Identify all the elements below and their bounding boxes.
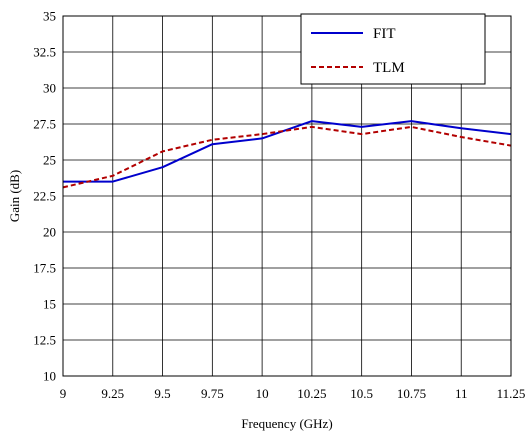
x-tick-label: 10.75 [397, 386, 426, 401]
legend-box [300, 13, 486, 85]
y-tick-label: 30 [43, 81, 56, 96]
y-tick-label: 20 [43, 225, 56, 240]
plot-frame [62, 15, 512, 377]
x-tick-label: 11.25 [497, 386, 526, 401]
y-tick-label: 32.5 [33, 45, 56, 60]
y-tick-label: 12.5 [33, 333, 56, 348]
x-axis-title: Frequency (GHz) [241, 416, 332, 431]
y-tick-labels: 10 12.5 15 17.5 20 22.5 25 27.5 30 32.5 35 [33, 9, 56, 384]
x-tick-label: 10 [256, 386, 269, 401]
legend: FIT TLM [300, 13, 486, 85]
y-axis-title: Gain (dB) [7, 170, 22, 222]
x-tick-labels: 9 9.25 9.5 9.75 10 10.25 10.5 10.75 11 11.25 [60, 386, 526, 401]
y-tick-label: 22.5 [33, 189, 56, 204]
y-tick-label: 15 [43, 297, 56, 312]
x-tick-label: 9.5 [154, 386, 170, 401]
x-tick-label: 10.5 [350, 386, 373, 401]
x-tick-label: 11 [455, 386, 468, 401]
x-tick-label: 9 [60, 386, 67, 401]
x-tick-label: 10.25 [297, 386, 326, 401]
series-lines [62, 120, 512, 189]
y-tick-label: 10 [43, 369, 56, 384]
y-tick-label: 17.5 [33, 261, 56, 276]
legend-label-tlm: TLM [373, 60, 405, 76]
legend-label-fit: FIT [373, 26, 396, 42]
y-tick-label: 25 [43, 153, 56, 168]
series-line-tlm [62, 125, 512, 189]
y-tick-label: 27.5 [33, 117, 56, 132]
x-tick-label: 9.75 [201, 386, 224, 401]
x-tick-label: 9.25 [101, 386, 124, 401]
y-tick-label: 35 [43, 9, 56, 24]
